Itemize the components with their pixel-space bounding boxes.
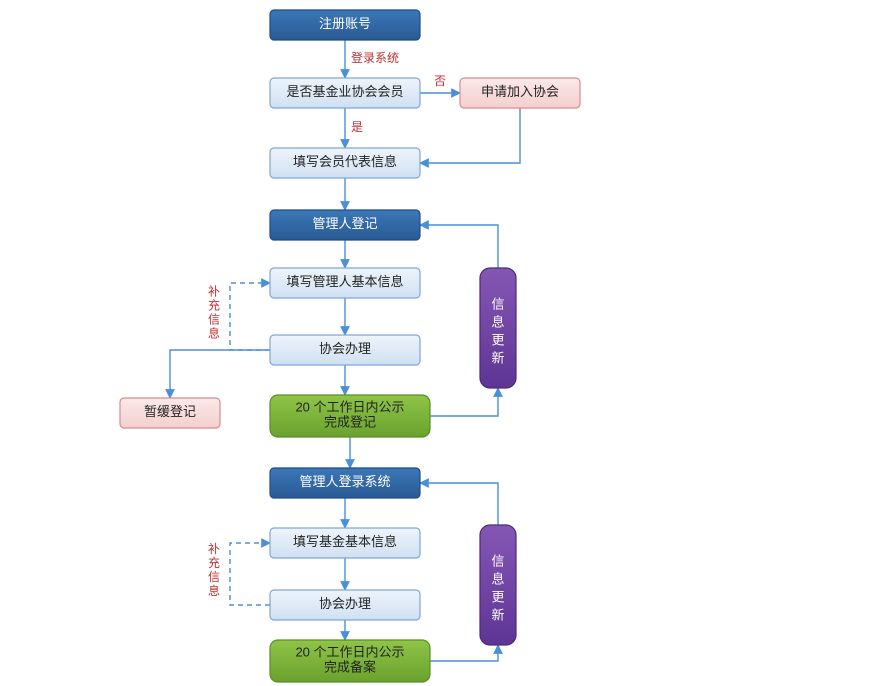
edge <box>420 108 520 163</box>
flow-node: 管理人登记 <box>270 210 420 240</box>
flow-node: 填写会员代表信息 <box>270 148 420 178</box>
node-label: 管理人登录系统 <box>299 474 390 489</box>
node-label: 填写管理人基本信息 <box>286 274 403 289</box>
edge <box>230 283 270 350</box>
node-label: 填写基金基本信息 <box>293 534 397 549</box>
edge-label: 补充信息 <box>208 285 220 341</box>
flow-node: 填写基金基本信息 <box>270 528 420 558</box>
node-label: 管理人登记 <box>312 216 377 231</box>
edge <box>420 483 498 525</box>
node-label: 填写会员代表信息 <box>293 154 397 169</box>
edge <box>430 645 498 661</box>
flow-node: 信息更新 <box>480 268 516 388</box>
flow-node: 管理人登录系统 <box>270 468 420 498</box>
flow-node: 20 个工作日内公示完成备案 <box>270 640 430 682</box>
edge <box>430 388 498 416</box>
edge-label: 是 <box>351 120 363 134</box>
node-label: 协会办理 <box>319 341 371 356</box>
flow-node: 协会办理 <box>270 335 420 365</box>
flow-node: 注册账号 <box>270 10 420 40</box>
flow-node: 申请加入协会 <box>460 78 580 108</box>
node-label: 注册账号 <box>319 16 371 31</box>
flow-node: 20 个工作日内公示完成登记 <box>270 395 430 437</box>
flowchart-canvas: 登录系统否是补充信息补充信息注册账号是否基金业协会会员申请加入协会填写会员代表信… <box>0 0 892 686</box>
flow-node: 协会办理 <box>270 590 420 620</box>
flow-node: 信息更新 <box>480 525 516 645</box>
node-label: 申请加入协会 <box>481 84 559 99</box>
edge-label: 补充信息 <box>208 542 220 598</box>
nodes-layer: 注册账号是否基金业协会会员 申请加入协会填写会员代表信息管理人登记填写管理人基本信… <box>120 10 580 682</box>
edge <box>170 350 270 398</box>
node-label: 协会办理 <box>319 596 371 611</box>
edge-label: 登录系统 <box>351 50 399 65</box>
edge <box>420 225 498 268</box>
edge <box>230 543 270 605</box>
flow-node: 是否基金业协会会员 <box>270 78 420 108</box>
edge-label: 否 <box>434 74 446 88</box>
flow-node: 填写管理人基本信息 <box>270 268 420 298</box>
flow-node: 暂缓登记 <box>120 398 220 428</box>
node-label: 暂缓登记 <box>144 404 196 419</box>
node-label: 是否基金业协会会员 <box>286 84 403 99</box>
